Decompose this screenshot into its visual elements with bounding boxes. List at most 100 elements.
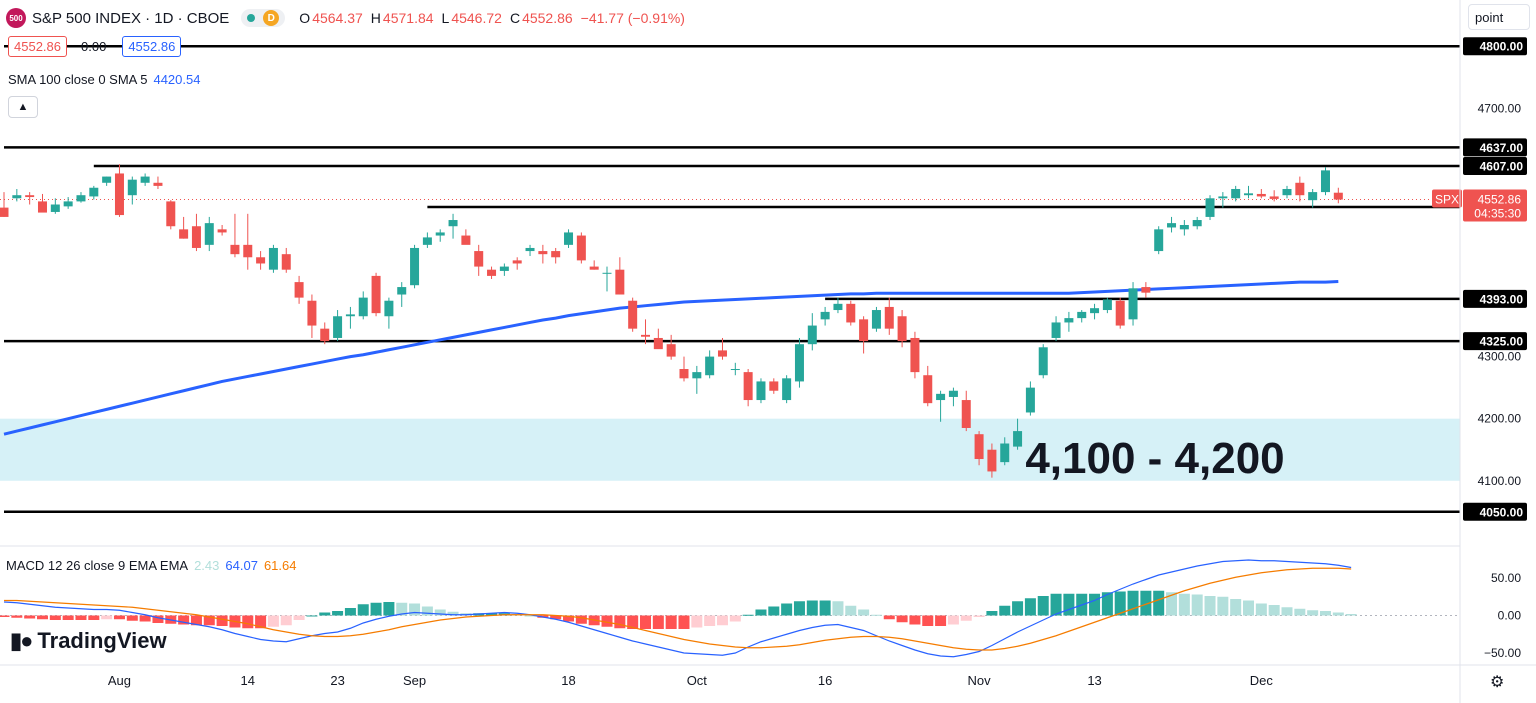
y-tick-label-3: 4700.00	[1478, 101, 1522, 115]
candle-body-3	[37, 201, 47, 213]
change-value: −41.77 (−0.91%)	[580, 10, 685, 26]
high-value: 4571.84	[382, 10, 434, 26]
macd-hist-bar-35	[447, 611, 459, 616]
macd-hist-bar-44	[563, 615, 575, 622]
level-label-bg-4	[1463, 289, 1527, 308]
candle-body-79	[1013, 431, 1023, 447]
macd-hist-bar-73	[935, 615, 947, 626]
level-label-0: 4800.00	[1480, 40, 1524, 54]
candle-body-68	[871, 310, 881, 329]
tradingview-logo[interactable]: ▮● TradingView	[10, 628, 167, 654]
macd-hist-bar-82	[1050, 593, 1062, 616]
candle-body-13	[166, 201, 176, 227]
candle-body-40	[512, 260, 522, 264]
y-tick-label-2: 4300.00	[1478, 350, 1522, 364]
macd-hist-bar-70	[896, 615, 908, 623]
macd-hist-bar-97	[1243, 600, 1255, 616]
macd-hist-bar-81	[1037, 596, 1049, 616]
candle-body-103	[1320, 170, 1330, 193]
candle-body-38	[487, 269, 497, 276]
macd-hist-bar-93	[1191, 594, 1203, 616]
candle-body-6	[76, 195, 86, 202]
candle-body-94	[1205, 198, 1215, 217]
candle-body-92	[1179, 224, 1189, 230]
macd-hist-bar-87	[1114, 591, 1126, 616]
macd-hist-bar-57	[729, 615, 741, 622]
level-label-1: 4637.00	[1480, 141, 1524, 155]
candle-body-4	[50, 204, 60, 212]
countdown-label: 04:35:30	[1474, 207, 1521, 221]
symbol-title[interactable]: S&P 500 INDEX · 1D · CBOE	[32, 9, 230, 27]
candle-body-51	[653, 337, 663, 350]
macd-hist-bar-49	[627, 615, 639, 629]
symbol-logo: 500	[6, 8, 26, 28]
sma-legend-label: SMA 100 close 0 SMA 5	[8, 72, 148, 87]
macd-hist-bar-23	[293, 615, 305, 620]
candle-body-97	[1244, 193, 1254, 196]
macd-hist-bar-26	[332, 611, 344, 616]
candle-body-34	[435, 232, 445, 236]
market-status[interactable]: D	[241, 9, 286, 27]
tradingview-mark-icon: ▮●	[10, 628, 33, 653]
candle-body-89	[1141, 287, 1151, 293]
macd-hist-bar-20	[255, 615, 267, 629]
x-tick-label-5: Oct	[687, 673, 708, 688]
macd-hist-bar-89	[1140, 590, 1152, 616]
candle-body-81	[1038, 347, 1048, 376]
candle-body-58	[743, 372, 753, 401]
x-tick-label-8: 13	[1087, 673, 1101, 688]
macd-line-value: 64.07	[225, 558, 258, 573]
candle-body-78	[1000, 443, 1010, 463]
candle-body-32	[410, 247, 420, 286]
candle-body-25	[320, 328, 330, 342]
macd-hist-bar-76	[973, 615, 985, 617]
macd-tick-label-1: 0.00	[1498, 609, 1522, 623]
level-label-bg-5	[1463, 332, 1527, 351]
candle-body-71	[910, 337, 920, 373]
candle-body-18	[230, 244, 240, 255]
macd-hist-bar-48	[614, 615, 626, 629]
macd-hist-bar-50	[640, 615, 651, 629]
macd-legend-label: MACD 12 26 close 9 EMA EMA	[6, 558, 189, 573]
macd-legend[interactable]: MACD 12 26 close 9 EMA EMA 2.43 64.07 61.64	[6, 558, 296, 573]
sell-button[interactable]: 4552.86	[8, 36, 67, 57]
candle-body-15	[191, 226, 201, 248]
buy-button[interactable]: 4552.86	[122, 36, 182, 57]
sma-legend-value: 4420.54	[153, 72, 201, 87]
macd-hist-bar-75	[960, 615, 972, 621]
collapse-legend-button[interactable]: ▲	[8, 96, 38, 118]
candle-body-19	[243, 244, 253, 258]
macd-hist-bar-14	[178, 615, 190, 625]
macd-hist-bar-100	[1281, 607, 1293, 616]
sma-legend[interactable]: SMA 100 close 0 SMA 5 4420.54	[8, 72, 200, 87]
macd-hist-bar-85	[1089, 593, 1101, 616]
chevron-up-icon: ▲	[17, 101, 29, 113]
candle-body-96	[1231, 188, 1241, 199]
x-tick-label-0: Aug	[108, 673, 131, 688]
candle-body-67	[859, 319, 869, 342]
candle-body-102	[1308, 192, 1318, 201]
candle-body-80	[1025, 387, 1035, 413]
macd-hist-bar-58	[742, 614, 754, 616]
scale-mode-button[interactable]: point	[1468, 4, 1530, 30]
gear-icon[interactable]: ⚙	[1490, 674, 1505, 691]
macd-hist-bar-96	[1230, 599, 1242, 616]
macd-hist-bar-77	[986, 611, 998, 616]
x-tick-label-6: 16	[818, 673, 832, 688]
candle-body-52	[666, 344, 676, 357]
macd-hist-bar-32	[409, 603, 421, 616]
candle-body-1	[12, 195, 22, 199]
candle-body-20	[256, 257, 266, 264]
candle-body-91	[1167, 223, 1177, 228]
macd-hist-bar-74	[947, 615, 959, 625]
candle-body-62	[794, 344, 804, 382]
candle-body-39	[499, 266, 509, 271]
macd-hist-bar-6	[75, 615, 87, 620]
level-label-bg-2	[1463, 157, 1527, 176]
candle-body-36	[461, 235, 471, 245]
candle-body-55	[705, 356, 715, 376]
macd-hist-bar-66	[845, 605, 857, 616]
x-tick-label-9: Dec	[1250, 673, 1274, 688]
macd-hist-bar-103	[1319, 611, 1331, 616]
